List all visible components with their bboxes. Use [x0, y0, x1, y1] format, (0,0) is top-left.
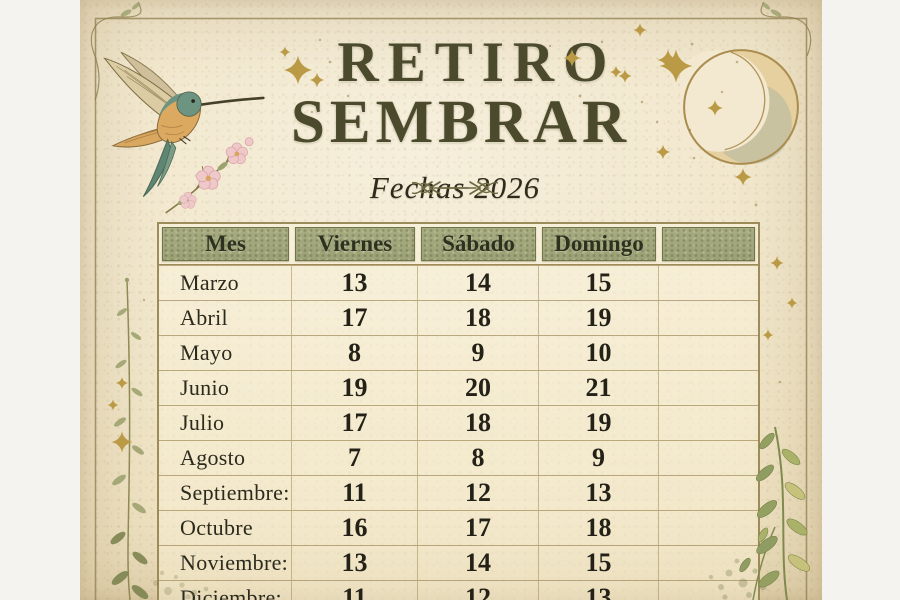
dates-table: Mes Viernes Sábado Domingo Marzo 13 14 1…: [157, 222, 760, 600]
table-row: Noviembre: 13 14 15: [159, 545, 758, 580]
month-cell: Abril: [159, 301, 292, 335]
month-cell: Agosto: [159, 441, 292, 475]
date-cell-sabado: 17: [418, 511, 539, 545]
date-cell-sabado: 18: [418, 301, 539, 335]
date-cell-viernes: 13: [292, 546, 418, 580]
empty-cell: [659, 546, 758, 580]
table-row: Marzo 13 14 15: [159, 265, 758, 300]
table-row: Agosto 7 8 9: [159, 440, 758, 475]
header-sabado: Sábado: [421, 227, 536, 261]
table-row: Junio 19 20 21: [159, 370, 758, 405]
header-domingo: Domingo: [542, 227, 656, 261]
date-cell-sabado: 8: [418, 441, 539, 475]
poster-subtitle-row: Fechas 2026: [84, 168, 826, 208]
calendar-poster: RETIRO SEMBRAR Fechas 2026: [80, 0, 822, 600]
month-cell: Diciembre:: [159, 581, 292, 600]
poster-title-line1: RETIRO: [337, 31, 617, 94]
month-cell: Noviembre:: [159, 546, 292, 580]
table-header-row: Mes Viernes Sábado Domingo: [159, 224, 758, 265]
date-cell-domingo: 18: [539, 511, 659, 545]
date-cell-viernes: 17: [292, 406, 418, 440]
date-cell-sabado: 14: [418, 266, 539, 300]
date-cell-viernes: 16: [292, 511, 418, 545]
date-cell-domingo: 13: [539, 476, 659, 510]
header-viernes: Viernes: [295, 227, 415, 261]
poster-subtitle: Fechas 2026: [369, 170, 541, 205]
date-cell-viernes: 17: [292, 301, 418, 335]
header-empty: [662, 227, 755, 261]
date-cell-sabado: 12: [418, 581, 539, 600]
table-row: Octubre 16 17 18: [159, 510, 758, 545]
date-cell-viernes: 13: [292, 266, 418, 300]
date-cell-viernes: 7: [292, 441, 418, 475]
date-cell-domingo: 15: [539, 266, 659, 300]
month-cell: Octubre: [159, 511, 292, 545]
month-cell: Mayo: [159, 336, 292, 370]
empty-cell: [659, 511, 758, 545]
date-cell-sabado: 18: [418, 406, 539, 440]
date-cell-sabado: 9: [418, 336, 539, 370]
empty-cell: [659, 266, 758, 300]
month-cell: Septiembre:: [159, 476, 292, 510]
table-row: Mayo 8 9 10: [159, 335, 758, 370]
empty-cell: [659, 371, 758, 405]
table-row: Septiembre: 11 12 13: [159, 475, 758, 510]
date-cell-sabado: 14: [418, 546, 539, 580]
table-row: Julio 17 18 19: [159, 405, 758, 440]
table-row: Abril 17 18 19: [159, 300, 758, 335]
empty-cell: [659, 581, 758, 600]
date-cell-domingo: 15: [539, 546, 659, 580]
date-cell-sabado: 12: [418, 476, 539, 510]
empty-cell: [659, 301, 758, 335]
date-cell-viernes: 19: [292, 371, 418, 405]
empty-cell: [659, 406, 758, 440]
date-cell-sabado: 20: [418, 371, 539, 405]
date-cell-domingo: 9: [539, 441, 659, 475]
month-cell: Julio: [159, 406, 292, 440]
empty-cell: [659, 336, 758, 370]
date-cell-domingo: 21: [539, 371, 659, 405]
table-row: Diciembre: 11 12 13: [159, 580, 758, 600]
empty-cell: [659, 441, 758, 475]
date-cell-viernes: 11: [292, 581, 418, 600]
header-mes: Mes: [162, 227, 289, 261]
date-cell-viernes: 8: [292, 336, 418, 370]
date-cell-domingo: 19: [539, 406, 659, 440]
empty-cell: [659, 476, 758, 510]
month-cell: Junio: [159, 371, 292, 405]
left-sprig-icon: [110, 277, 149, 600]
date-cell-viernes: 11: [292, 476, 418, 510]
poster-title-line2: SEMBRAR: [290, 89, 632, 156]
date-cell-domingo: 19: [539, 301, 659, 335]
date-cell-domingo: 13: [539, 581, 659, 600]
date-cell-domingo: 10: [539, 336, 659, 370]
month-cell: Marzo: [159, 266, 292, 300]
